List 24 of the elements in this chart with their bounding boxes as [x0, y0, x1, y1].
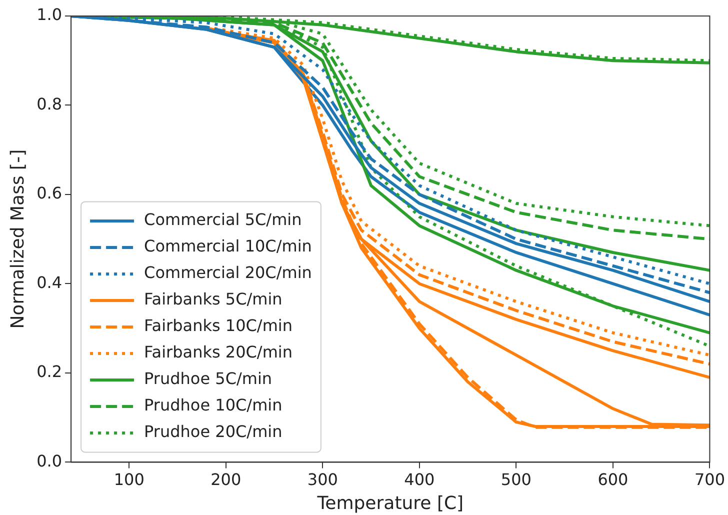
y-tick-label: 0.2 — [36, 362, 62, 382]
y-tick-label: 1.0 — [36, 5, 62, 24]
x-tick-label: 300 — [307, 470, 338, 489]
legend-label: Commercial 10C/min — [144, 236, 312, 256]
y-tick-label: 0.8 — [36, 94, 62, 114]
y-tick-label: 0.4 — [36, 272, 62, 292]
legend-label: Fairbanks 20C/min — [144, 342, 292, 362]
y-tick-label: 0.0 — [36, 451, 62, 470]
legend-label: Prudhoe 5C/min — [144, 369, 272, 388]
legend-label: Prudhoe 20C/min — [144, 422, 282, 442]
x-tick-label: 700 — [694, 470, 726, 489]
x-tick-label: 200 — [210, 470, 242, 489]
legend-label: Prudhoe 10C/min — [144, 396, 282, 415]
y-axis-title: Normalized Mass [-] — [7, 149, 28, 329]
x-tick-label: 100 — [114, 470, 144, 489]
x-axis-title: Temperature [C] — [316, 492, 464, 514]
legend-label: Commercial 20C/min — [144, 263, 312, 282]
x-tick-label: 400 — [404, 470, 435, 489]
legend-label: Fairbanks 10C/min — [144, 316, 292, 336]
x-tick-label: 600 — [598, 470, 628, 489]
x-tick-label: 500 — [500, 470, 532, 489]
legend-label: Fairbanks 5C/min — [144, 290, 282, 309]
y-tick-label: 0.6 — [36, 184, 62, 203]
legend-label: Commercial 5C/min — [144, 210, 302, 230]
